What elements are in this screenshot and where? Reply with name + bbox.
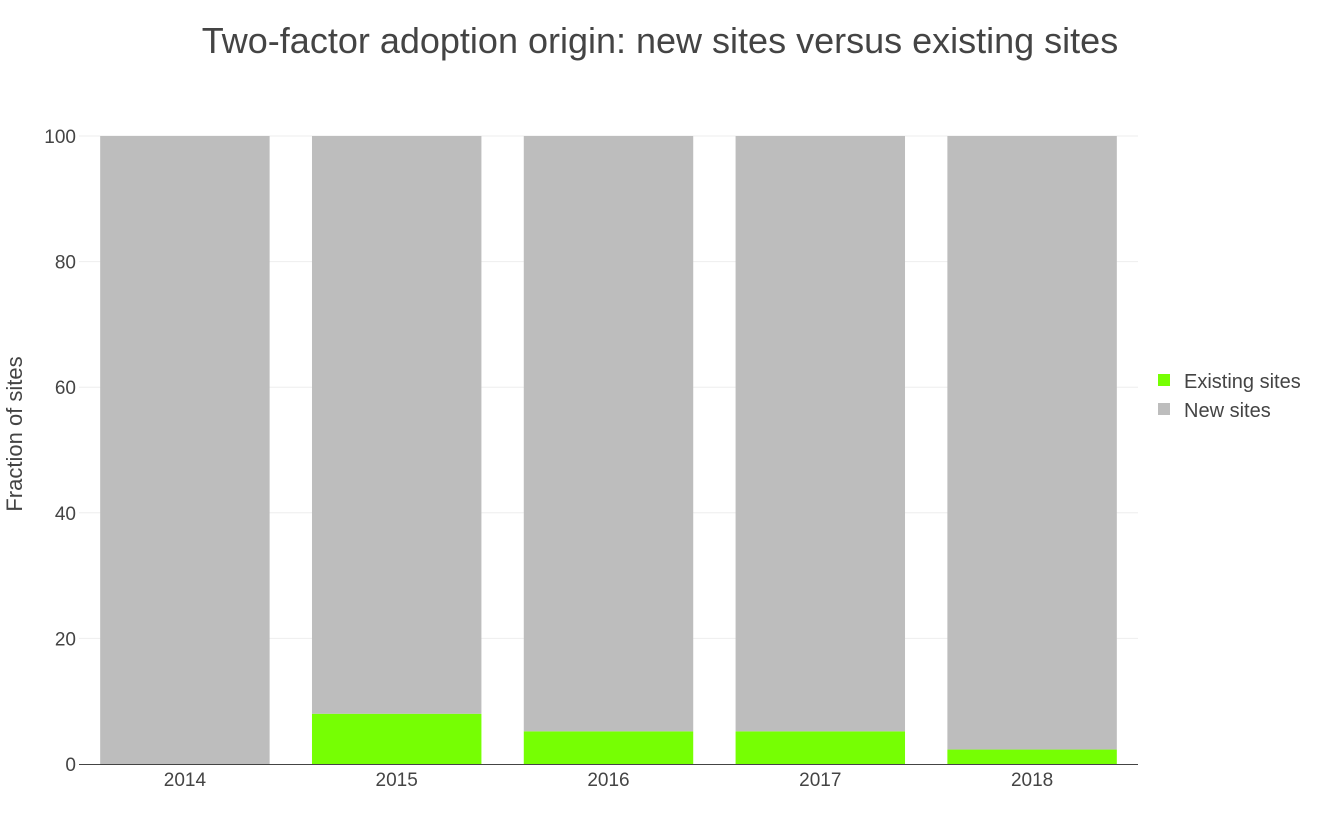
- y-axis-title: Fraction of sites: [2, 356, 27, 511]
- bar-existing-sites-2017[interactable]: [735, 731, 906, 764]
- legend-label: Existing sites: [1184, 371, 1301, 393]
- legend-label: New sites: [1184, 400, 1271, 422]
- legend[interactable]: Existing sites New sites: [1158, 371, 1301, 422]
- y-tick-label: 0: [65, 755, 76, 776]
- y-tick-label: 80: [55, 253, 76, 274]
- legend-item-new-sites[interactable]: New sites: [1158, 400, 1271, 422]
- x-tick-label: 2016: [587, 770, 629, 791]
- legend-swatch: [1158, 374, 1170, 386]
- y-tick-label: 100: [44, 127, 76, 148]
- axes: 0 20 40 60 80 100 2014 2015 2016 2017 2018: [44, 127, 1138, 791]
- bars: [100, 136, 1117, 764]
- x-tick-label: 2014: [164, 770, 207, 791]
- legend-item-existing-sites[interactable]: Existing sites: [1158, 371, 1301, 393]
- x-tick-label: 2017: [799, 770, 841, 791]
- x-tick-label: 2015: [376, 770, 418, 791]
- bar-new-sites-2014[interactable]: [100, 136, 270, 764]
- chart-title: Two-factor adoption origin: new sites ve…: [202, 20, 1118, 61]
- y-tick-label: 60: [55, 378, 76, 399]
- legend-swatch: [1158, 403, 1170, 415]
- bar-existing-sites-2015[interactable]: [311, 713, 482, 764]
- bar-new-sites-2015[interactable]: [311, 136, 482, 714]
- bar-new-sites-2016[interactable]: [523, 136, 694, 732]
- bar-existing-sites-2016[interactable]: [523, 731, 694, 764]
- bar-new-sites-2017[interactable]: [735, 136, 906, 732]
- bar-existing-sites-2018[interactable]: [947, 749, 1117, 764]
- y-tick-label: 20: [55, 629, 76, 650]
- y-tick-label: 40: [55, 504, 76, 525]
- x-tick-label: 2018: [1011, 770, 1053, 791]
- bar-new-sites-2018[interactable]: [947, 136, 1117, 750]
